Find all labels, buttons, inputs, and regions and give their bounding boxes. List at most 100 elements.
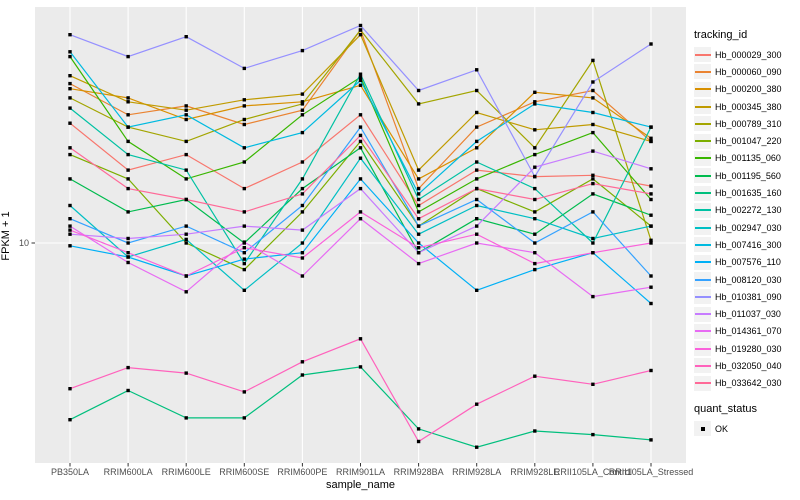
- data-point: [649, 238, 653, 242]
- legend-line-swatch: [694, 174, 711, 177]
- data-point: [126, 388, 130, 393]
- legend-line-swatch: [694, 226, 711, 229]
- data-point: [358, 217, 363, 221]
- x-tick-label: RRIM928LA: [452, 467, 501, 477]
- data-point: [533, 100, 537, 104]
- data-point: [242, 66, 246, 71]
- data-point: [591, 149, 595, 153]
- legend-item: Hb_000789_310: [694, 115, 800, 132]
- data-point: [475, 146, 479, 150]
- data-point: [184, 113, 188, 117]
- data-point: [416, 102, 421, 106]
- data-point: [416, 217, 421, 221]
- data-point: [300, 92, 305, 96]
- legend-line-swatch: [694, 330, 711, 333]
- data-point: [300, 113, 305, 117]
- legend-label: Hb_007576_110: [715, 257, 781, 268]
- legend-key: [694, 323, 711, 339]
- data-point: [184, 237, 188, 242]
- legend-item-quant: OK: [694, 420, 800, 437]
- legend-item: Hb_011037_030: [694, 305, 800, 322]
- data-point: [358, 337, 363, 341]
- data-point: [591, 210, 595, 214]
- data-point: [300, 373, 305, 377]
- data-point: [591, 294, 595, 299]
- data-point: [416, 186, 421, 191]
- data-point: [300, 48, 305, 53]
- data-point: [475, 217, 479, 221]
- data-point: [591, 88, 595, 93]
- data-point: [591, 382, 595, 386]
- legend-label: Hb_007416_300: [715, 239, 782, 250]
- legend-title-tracking-id: tracking_id: [694, 29, 748, 41]
- data-point: [533, 267, 537, 272]
- legend-label: Hb_008120_030: [715, 274, 782, 285]
- data-point: [242, 117, 246, 122]
- legend-line-swatch: [694, 364, 711, 367]
- data-point: [358, 72, 363, 76]
- legend-item: Hb_000060_090: [694, 63, 800, 80]
- legend-item: Hb_002272_130: [694, 202, 800, 219]
- data-point: [358, 23, 363, 28]
- data-point: [649, 125, 653, 129]
- data-point: [300, 360, 305, 364]
- data-point: [126, 152, 130, 157]
- legend-items-tracking-id: Hb_000029_300 Hb_000060_090 Hb_000200_380 H…: [694, 46, 800, 392]
- data-point: [126, 139, 130, 144]
- data-point: [649, 139, 653, 144]
- x-tick-label: RRIM600LE: [162, 467, 211, 477]
- legend-line-swatch: [694, 88, 711, 91]
- data-point: [184, 371, 188, 375]
- data-point: [300, 241, 305, 245]
- data-point: [533, 210, 537, 214]
- legend-line-swatch: [694, 140, 711, 143]
- data-point: [358, 139, 363, 144]
- data-point: [533, 241, 537, 245]
- data-point: [416, 197, 421, 202]
- data-point: [533, 90, 537, 94]
- data-point: [300, 274, 305, 278]
- data-point: [68, 224, 72, 228]
- legend-label: Hb_000345_380: [715, 101, 782, 112]
- legend-label: Hb_032050_040: [715, 360, 782, 371]
- legend-line-swatch: [694, 261, 711, 264]
- data-point: [68, 217, 72, 221]
- data-point: [358, 125, 363, 129]
- data-point: [533, 261, 537, 266]
- data-point: [475, 232, 479, 236]
- legend-label: Hb_001135_060: [715, 153, 781, 164]
- legend-items-quant-status: OK: [694, 420, 800, 437]
- data-point: [416, 232, 421, 236]
- data-point: [358, 33, 363, 37]
- legend-key: [694, 289, 711, 305]
- legend-item: Hb_001135_060: [694, 150, 800, 167]
- legend-label: Hb_000200_380: [715, 84, 782, 95]
- data-point: [533, 429, 537, 433]
- data-point: [358, 365, 363, 369]
- data-point: [68, 146, 72, 150]
- legend-key: [694, 168, 711, 184]
- data-point: [126, 96, 130, 100]
- legend-item: Hb_019280_030: [694, 340, 800, 357]
- legend-key: [694, 64, 711, 80]
- data-point: [184, 168, 188, 172]
- data-point: [300, 256, 305, 260]
- legend-line-swatch: [694, 70, 711, 73]
- data-point: [416, 251, 421, 255]
- data-point: [475, 68, 479, 72]
- legend-label: Hb_011037_030: [715, 309, 781, 320]
- data-point: [533, 232, 537, 236]
- data-point: [300, 177, 305, 181]
- data-point: [184, 35, 188, 39]
- data-point: [649, 167, 653, 171]
- data-point: [126, 54, 130, 59]
- data-point: [68, 33, 72, 37]
- data-point: [126, 210, 130, 214]
- data-point: [649, 368, 653, 373]
- x-tick-label: RRIM928LE: [510, 467, 559, 477]
- x-tick-label: RRIM600LA: [104, 467, 153, 477]
- legend-item: Hb_000345_380: [694, 98, 800, 115]
- legend-label: Hb_019280_030: [715, 343, 782, 354]
- legend-item: Hb_008120_030: [694, 271, 800, 288]
